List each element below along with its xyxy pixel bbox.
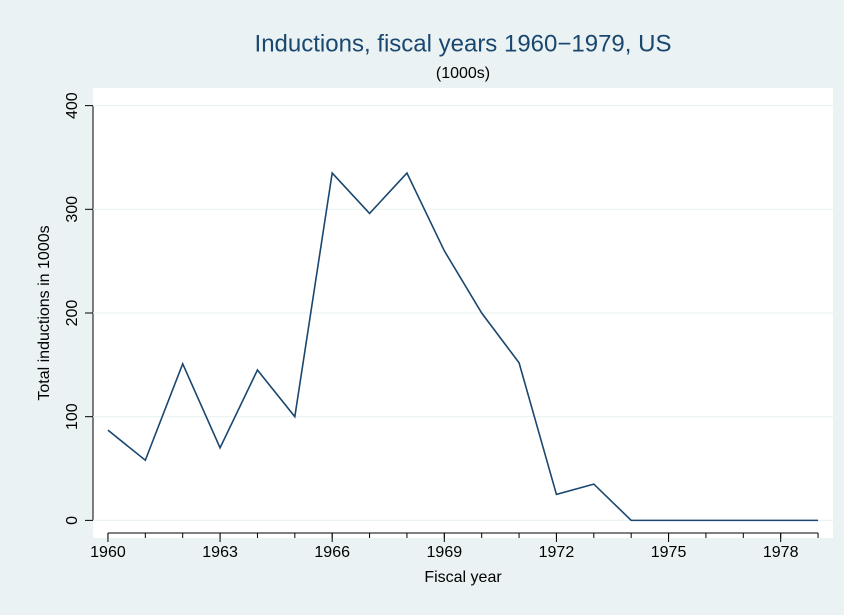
data-line bbox=[107, 171, 819, 522]
x-tick-label: 1969 bbox=[427, 544, 463, 561]
x-tick-label: 1963 bbox=[202, 544, 238, 561]
x-tick-label: 1966 bbox=[314, 544, 350, 561]
y-tick-label: 200 bbox=[64, 300, 81, 327]
chart-title: Inductions, fiscal years 1960−1979, US bbox=[255, 30, 672, 57]
y-tick-label: 0 bbox=[64, 516, 81, 525]
x-tick-label: 1975 bbox=[651, 544, 687, 561]
y-axis-label: Total inductions in 1000s bbox=[36, 225, 53, 400]
x-axis-label: Fiscal year bbox=[424, 569, 502, 586]
x-tick-label: 1972 bbox=[539, 544, 575, 561]
y-tick-label: 100 bbox=[64, 403, 81, 430]
x-tick-label: 1960 bbox=[90, 544, 126, 561]
chart-subtitle: (1000s) bbox=[436, 65, 490, 82]
x-tick-label: 1978 bbox=[763, 544, 799, 561]
y-tick-label: 300 bbox=[64, 196, 81, 223]
y-tick-label: 400 bbox=[64, 92, 81, 119]
